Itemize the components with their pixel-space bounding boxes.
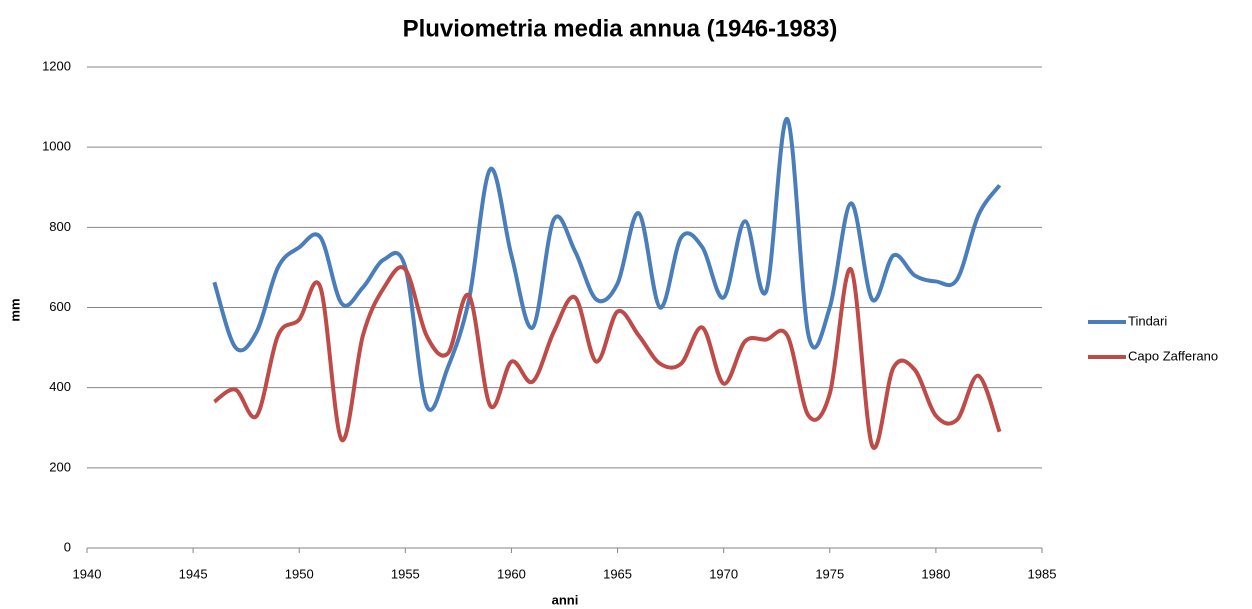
x-tick-label: 1965 xyxy=(603,566,632,581)
y-tick-label: 600 xyxy=(49,299,71,314)
x-tick-label: 1945 xyxy=(179,566,208,581)
x-tick-label: 1985 xyxy=(1028,566,1057,581)
y-tick-label: 1000 xyxy=(42,139,71,154)
line-series xyxy=(212,117,1002,412)
legend-label: Tindari xyxy=(1128,313,1167,328)
y-tick-label: 200 xyxy=(49,459,71,474)
x-tick-label: 1980 xyxy=(921,566,950,581)
x-tick-label: 1950 xyxy=(285,566,314,581)
x-tick-label: 1960 xyxy=(497,566,526,581)
x-tick-label: 1975 xyxy=(815,566,844,581)
legend-label: Capo Zafferano xyxy=(1128,348,1218,363)
y-axis-title: mm xyxy=(7,298,22,321)
y-tick-label: 800 xyxy=(49,219,71,234)
y-tick-label: 400 xyxy=(49,379,71,394)
x-tick-label: 1955 xyxy=(391,566,420,581)
chart-title: Pluviometria media annua (1946-1983) xyxy=(403,15,838,42)
line-series xyxy=(213,265,1002,450)
x-tick-label: 1970 xyxy=(709,566,738,581)
y-tick-label: 0 xyxy=(64,539,71,554)
y-tick-label: 1200 xyxy=(42,58,71,73)
x-tick-label: 1940 xyxy=(73,566,102,581)
x-axis-title: anni xyxy=(552,592,579,607)
